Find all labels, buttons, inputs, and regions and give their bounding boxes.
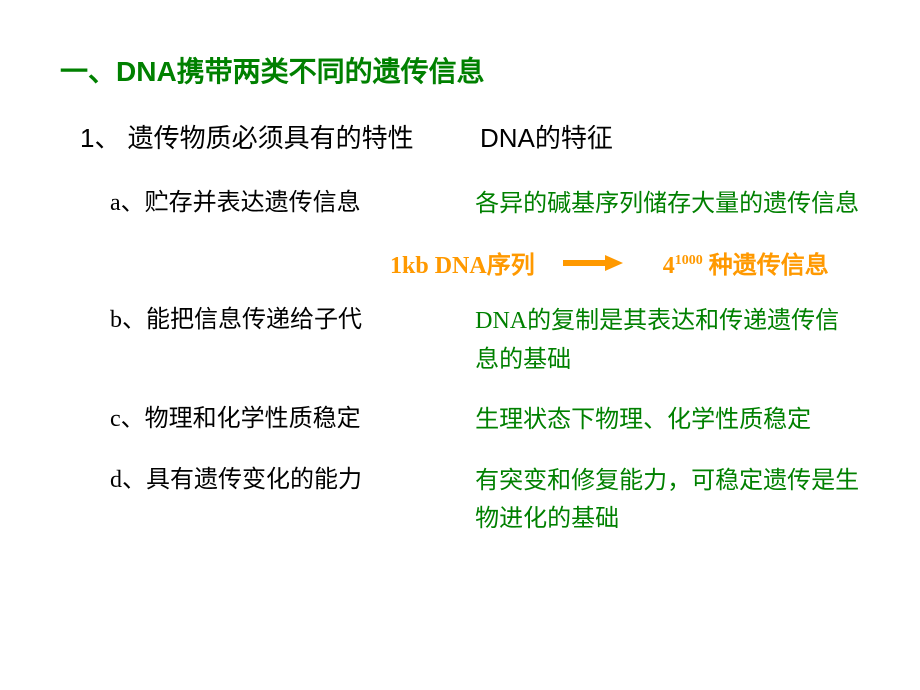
arrow-container: 1kb DNA序列 41000 种遗传信息 — [390, 245, 829, 280]
item-a-desc: 各异的碱基序列储存大量的遗传信息 — [475, 185, 860, 223]
item-c-desc: 生理状态下物理、化学性质稳定 — [475, 401, 860, 439]
main-title: 一、DNA携带两类不同的遗传信息 — [60, 50, 860, 90]
item-c-label: c、物理和化学性质稳定 — [110, 401, 475, 437]
arrow-icon — [563, 255, 623, 271]
arrow-row: 1kb DNA序列 41000 种遗传信息 — [60, 245, 860, 280]
item-b-row: b、能把信息传递给子代 DNA的复制是其表达和传递遗传信息的基础 — [60, 302, 860, 379]
subtitle-row: 1、 遗传物质必须具有的特性 DNA的特征 — [60, 118, 860, 155]
suffix-text: 种遗传信息 — [703, 253, 829, 279]
item-d-label: d、具有遗传变化的能力 — [110, 462, 475, 498]
item-d-row: d、具有遗传变化的能力 有突变和修复能力，可稳定遗传是生物进化的基础 — [60, 462, 860, 539]
subtitle-left: 1、 遗传物质必须具有的特性 — [80, 118, 480, 155]
superscript: 1000 — [675, 253, 703, 268]
arrow-text-left: 1kb DNA序列 — [390, 245, 535, 280]
item-a-row: a、贮存并表达遗传信息 各异的碱基序列储存大量的遗传信息 — [60, 185, 860, 223]
item-c-row: c、物理和化学性质稳定 生理状态下物理、化学性质稳定 — [60, 401, 860, 439]
arrow-text-right: 41000 种遗传信息 — [663, 245, 829, 280]
base-number: 4 — [663, 253, 675, 279]
item-b-label: b、能把信息传递给子代 — [110, 302, 475, 338]
item-b-desc: DNA的复制是其表达和传递遗传信息的基础 — [475, 302, 860, 379]
item-d-desc: 有突变和修复能力，可稳定遗传是生物进化的基础 — [475, 462, 860, 539]
subtitle-right: DNA的特征 — [480, 118, 613, 155]
item-a-label: a、贮存并表达遗传信息 — [110, 185, 475, 221]
